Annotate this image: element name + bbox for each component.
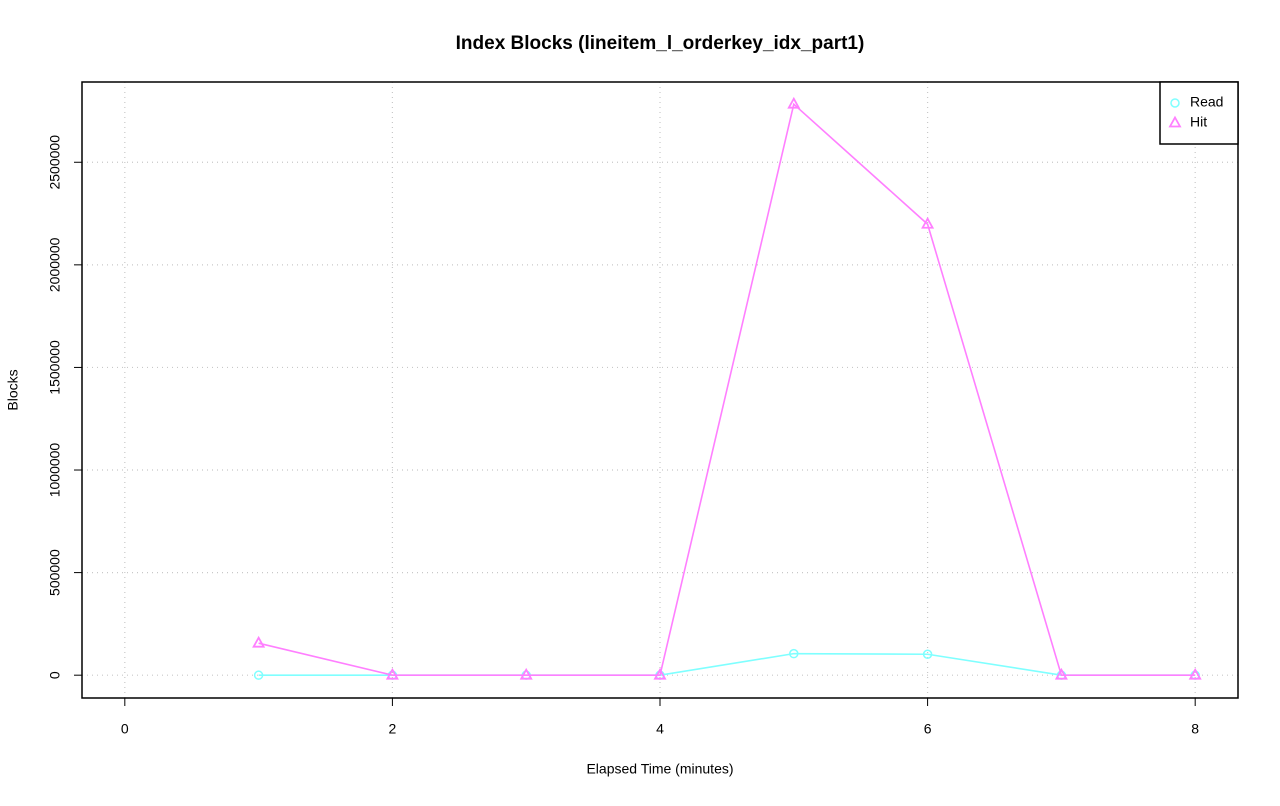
marker <box>789 648 799 659</box>
x-tick-label: 8 <box>1191 721 1199 737</box>
y-tick-label: 0 <box>47 671 63 679</box>
x-tick-label: 4 <box>656 721 664 737</box>
y-tick-label: 500000 <box>47 549 63 596</box>
marker <box>385 667 399 680</box>
legend-box <box>1159 81 1239 145</box>
marker <box>1054 667 1068 680</box>
plot-frame <box>81 81 1239 699</box>
y-tick-label: 2000000 <box>47 237 63 292</box>
legend-marker <box>1168 115 1182 128</box>
legend: Read Hit <box>1159 81 1239 145</box>
marker <box>253 670 264 680</box>
marker <box>519 667 533 680</box>
x-tick-label: 0 <box>121 721 129 737</box>
legend-marker <box>1170 98 1180 108</box>
y-tick-label: 2500000 <box>47 135 63 190</box>
series-line <box>258 102 1196 676</box>
x-tick-label: 6 <box>924 721 932 737</box>
marker <box>921 216 935 229</box>
y-tick-label: 1000000 <box>47 443 63 498</box>
chart-title: Index Blocks (lineitem_l_orderkey_idx_pa… <box>456 33 865 54</box>
marker <box>1188 667 1202 680</box>
marker <box>252 635 266 648</box>
y-axis-label: Blocks <box>5 369 21 410</box>
legend-label: Hit <box>1190 114 1207 130</box>
x-axis-label: Elapsed Time (minutes) <box>586 761 733 777</box>
legend-label: Read <box>1190 94 1223 110</box>
marker <box>653 667 667 680</box>
marker <box>922 649 933 660</box>
y-tick-label: 1500000 <box>47 340 63 395</box>
marker <box>787 96 801 109</box>
x-tick-label: 2 <box>389 721 397 737</box>
